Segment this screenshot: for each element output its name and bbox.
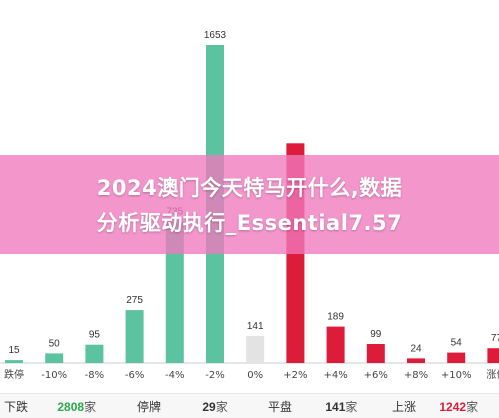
overlay-title-line-1: 2024澳门今天特马开什么,数据	[96, 176, 403, 200]
x-tick-label-6: 0%	[247, 370, 263, 381]
value-label-6: 141	[247, 321, 264, 332]
x-tick-label-9: +6%	[364, 370, 388, 381]
bar-4	[165, 221, 184, 363]
x-tick-label-4: -4%	[165, 370, 184, 381]
summary-suspended: 停牌 29家	[137, 398, 228, 415]
summary-down-unit: 家	[84, 400, 97, 414]
summary-up-unit: 家	[466, 400, 479, 414]
summary-up-label: 上涨	[392, 400, 417, 414]
x-tick-label-7: +2%	[283, 370, 307, 381]
summary-down-label: 下跌	[4, 400, 29, 414]
x-tick-label-0: 跌停	[4, 368, 24, 381]
bar-8	[326, 326, 345, 363]
x-tick-label-5: -2%	[205, 370, 224, 381]
value-label-0: 15	[8, 345, 20, 356]
bar-2	[85, 344, 104, 363]
bar-12	[487, 348, 499, 363]
value-label-5: 1653	[204, 30, 227, 41]
value-label-8: 189	[327, 312, 344, 323]
bar-6	[246, 335, 265, 363]
summary-flat-label: 平盘	[268, 400, 293, 414]
x-tick-label-2: -8%	[85, 370, 104, 381]
x-tick-label-10: +8%	[404, 370, 428, 381]
x-tick-label-3: -6%	[125, 370, 144, 381]
x-tick-label-11: +10%	[441, 370, 472, 381]
bar-0	[5, 360, 23, 363]
market-summary-bar: 下跌 2808家 停牌 29家 平盘 141家 上涨 1242家	[0, 393, 499, 418]
value-label-11: 54	[451, 338, 463, 349]
bar-3	[125, 310, 144, 363]
value-label-1: 50	[49, 338, 61, 349]
bar-11	[447, 352, 466, 363]
bar-9	[366, 344, 385, 363]
summary-flat-unit: 家	[345, 400, 358, 414]
bar-1	[45, 353, 64, 363]
summary-down: 下跌 2808家	[4, 398, 96, 415]
value-label-10: 24	[410, 343, 422, 354]
value-label-3: 275	[126, 295, 143, 306]
title-overlay-banner: 2024澳门今天特马开什么,数据 分析驱动执行_Essential7.57	[0, 155, 499, 254]
summary-suspended-label: 停牌	[137, 400, 162, 414]
summary-down-value: 2808	[57, 400, 85, 414]
value-label-9: 99	[370, 329, 382, 340]
x-tick-labels-group: 跌停 -10% -8% -6% -4% -2% 0% +2% +4% +6% +8% +10% 涨停	[4, 368, 499, 381]
x-tick-label-8: +4%	[323, 370, 347, 381]
x-tick-label-12: 涨停	[486, 368, 499, 381]
overlay-title-line-2: 分析驱动执行_Essential7.57	[96, 211, 403, 235]
summary-flat: 平盘 141家	[268, 398, 357, 415]
value-label-12: 77	[491, 333, 499, 344]
summary-up: 上涨 1242家	[392, 398, 478, 415]
summary-up-value: 1242	[439, 400, 467, 414]
summary-suspended-unit: 家	[215, 400, 228, 414]
bar-10	[407, 358, 425, 363]
summary-flat-value: 141	[325, 400, 346, 414]
x-tick-label-1: -10%	[41, 370, 67, 381]
value-label-2: 95	[89, 330, 101, 341]
summary-suspended-value: 29	[202, 400, 216, 414]
